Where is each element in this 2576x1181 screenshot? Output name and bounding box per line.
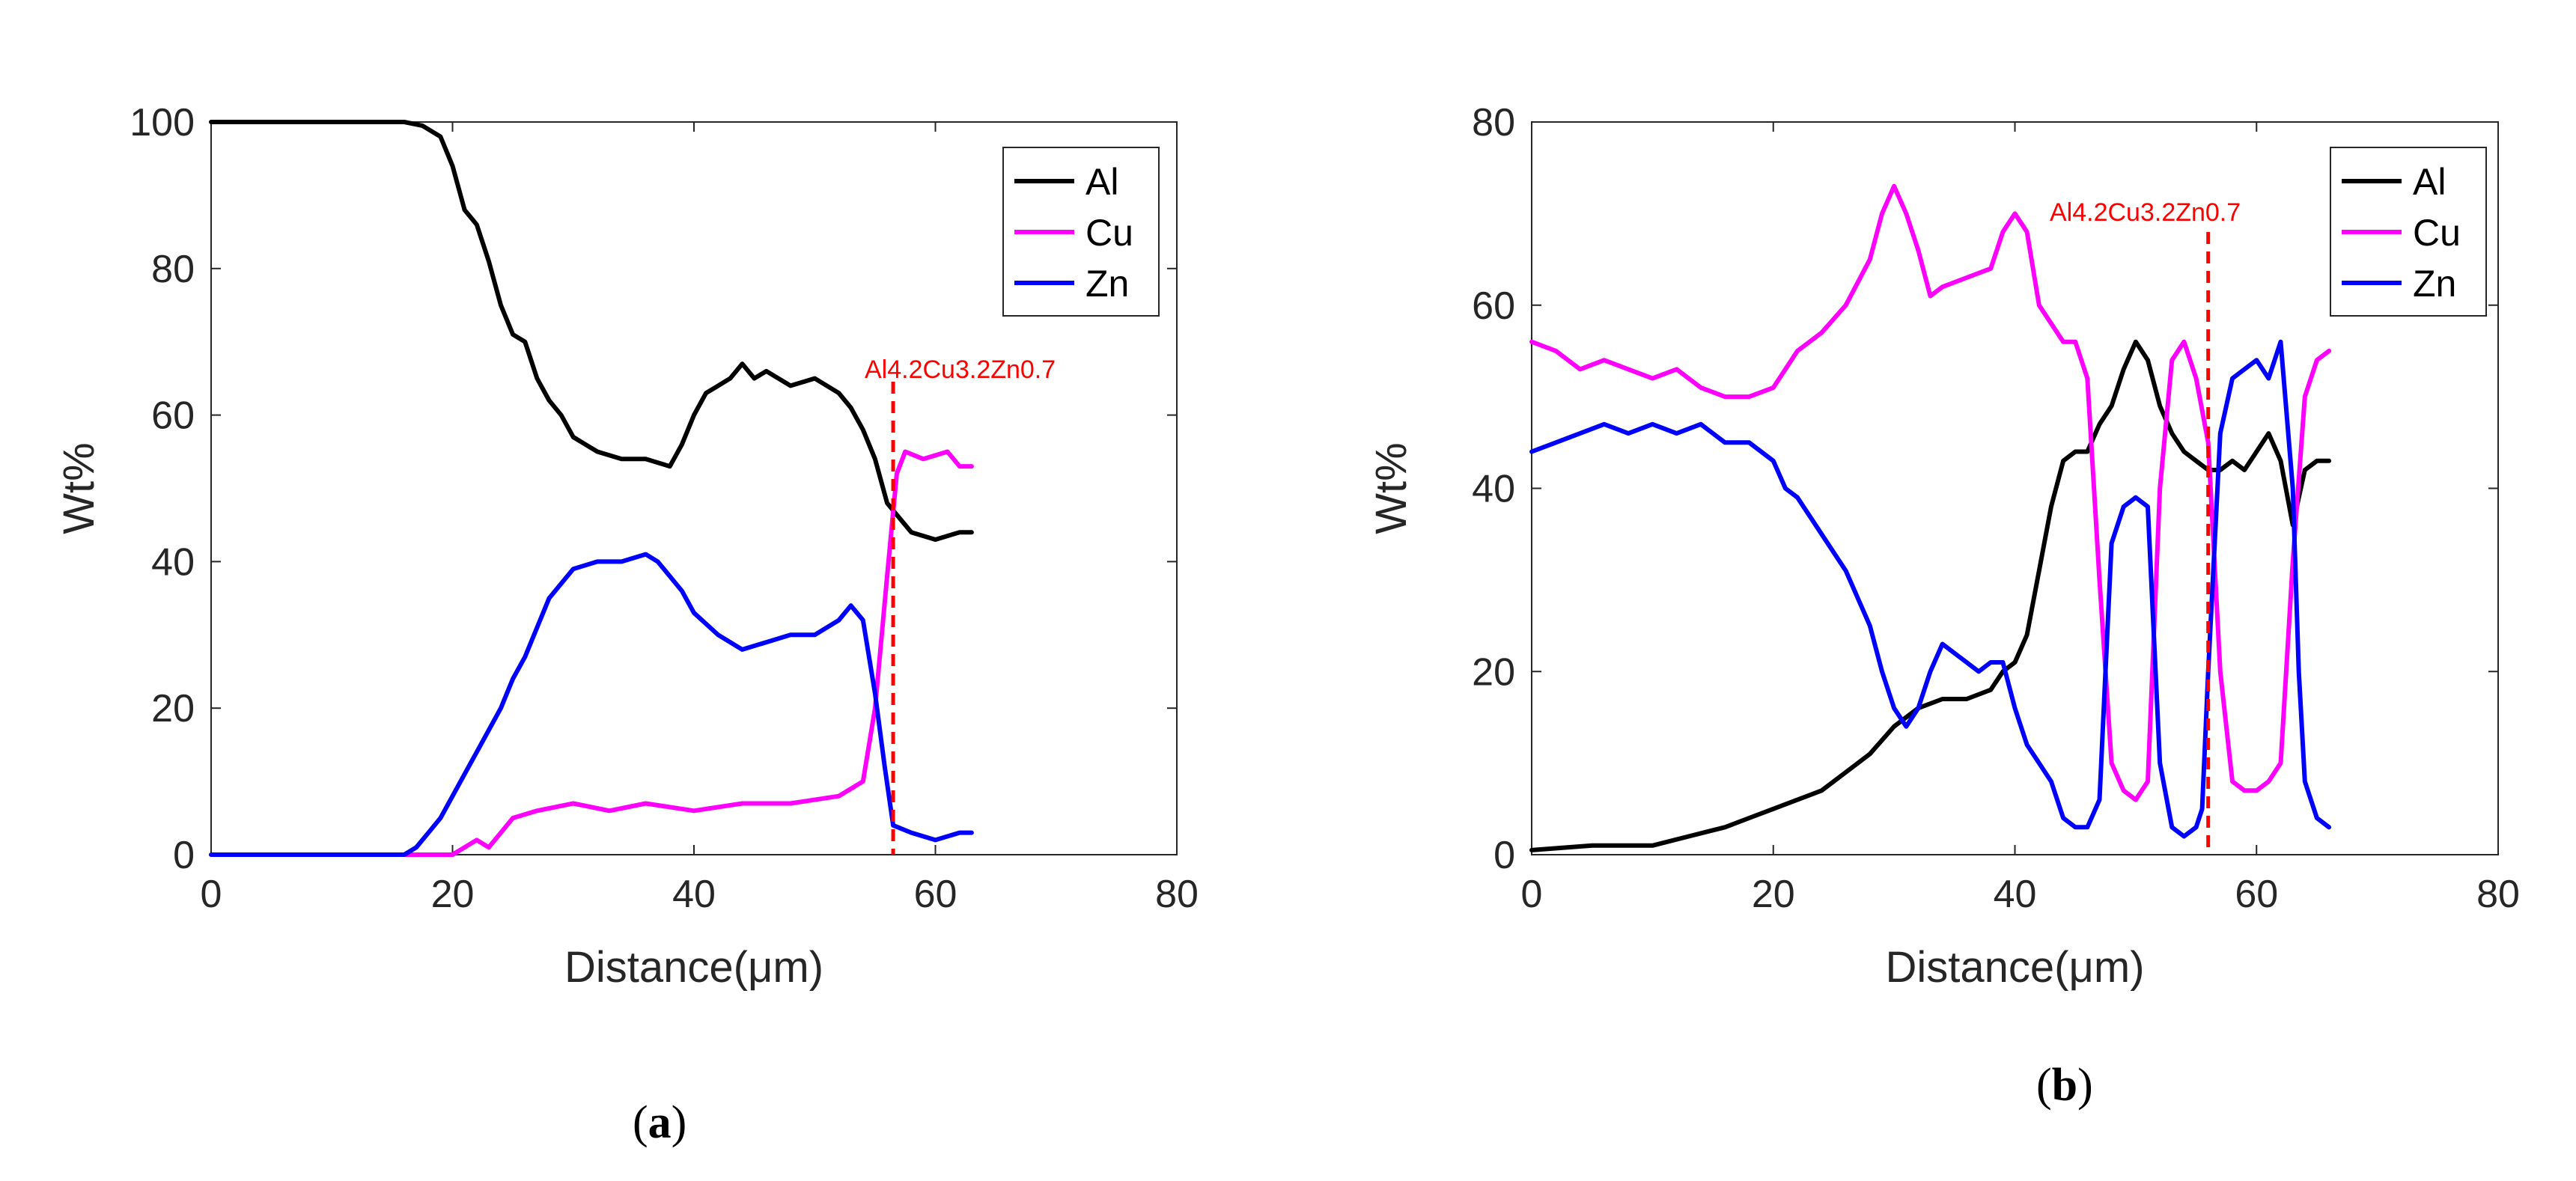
chart-b-xlabel: Distance(μm) (1885, 943, 2144, 992)
chart-a-xtick-label: 20 (431, 873, 475, 916)
chart-b-series-al-line (1529, 339, 2332, 852)
chart-b-legend-label-al: Al (2413, 161, 2446, 203)
chart-b-svg: 0 20 40 60 80 0 20 40 60 80 Distance(μm) Wt% Al4.2Cu… (1367, 101, 2520, 992)
chart-a-legend-label-zn: Zn (1085, 263, 1129, 305)
chart-a-xtick-label: 60 (914, 873, 957, 916)
chart-a-xlabel: Distance(μm) (564, 943, 823, 992)
chart-b-ytick-label: 80 (1472, 101, 1515, 144)
chart-b-xtick-label: 60 (2235, 873, 2278, 916)
chart-a-xtick-label: 40 (672, 873, 716, 916)
caption-b: (b) (2036, 1060, 2093, 1111)
chart-b-ytick-label: 20 (1472, 650, 1515, 694)
chart-a-annotation-label: Al4.2Cu3.2Zn0.7 (865, 355, 1056, 384)
chart-b-ytick-label: 60 (1472, 284, 1515, 328)
chart-panel-b: 0 20 40 60 80 0 20 40 60 80 Distance(μm) Wt% Al4.2Cu… (1288, 0, 2576, 1181)
chart-panel-a: 0 20 40 60 80 0 20 40 60 80 100 Distance(μm) Wt% Al4.… (55, 101, 1199, 1148)
chart-b-xtick-label: 40 (1994, 873, 2037, 916)
chart-b-ytick-label: 0 (1493, 834, 1515, 877)
chart-b-ytick-label: 40 (1472, 468, 1515, 511)
chart-a-series-al-line (209, 120, 974, 542)
chart-a-ytick-label: 0 (173, 834, 195, 877)
chart-a-legend-label-cu: Cu (1085, 212, 1133, 254)
chart-a-ytick-label: 40 (151, 540, 195, 584)
chart-b-ylabel: Wt% (1367, 442, 1416, 534)
chart-a-ytick-label: 60 (151, 394, 195, 438)
chart-b-xtick-label: 20 (1752, 873, 1795, 916)
chart-a-ytick-label: 100 (130, 101, 195, 144)
chart-a-ytick-label: 80 (151, 248, 195, 291)
chart-a-legend-label-al: Al (1085, 161, 1118, 203)
caption-a: (a) (633, 1097, 687, 1148)
chart-a-ytick-label: 20 (151, 687, 195, 730)
chart-a-series-cu-line (209, 449, 974, 857)
chart-a-svg: 0 20 40 60 80 0 20 40 60 80 100 Distance(μm) Wt% Al4.… (55, 101, 1199, 992)
chart-b-xtick-label: 0 (1521, 873, 1543, 916)
chart-a-ylabel: Wt% (55, 442, 103, 534)
chart-b-xtick-label: 80 (2476, 873, 2520, 916)
chart-a-series-zn-line (209, 552, 974, 857)
chart-a-xtick-label: 80 (1155, 873, 1199, 916)
caption-b-label: b (2051, 1060, 2078, 1111)
chart-b-legend-label-zn: Zn (2413, 263, 2456, 305)
chart-b-series-cu-line (1529, 183, 2332, 802)
caption-a-label: a (648, 1097, 672, 1148)
chart-b-series-zn-line (1529, 339, 2332, 839)
chart-b-legend-label-cu: Cu (2413, 212, 2461, 254)
chart-b-annotation-label: Al4.2Cu3.2Zn0.7 (2050, 198, 2241, 227)
chart-a-xtick-label: 0 (201, 873, 222, 916)
